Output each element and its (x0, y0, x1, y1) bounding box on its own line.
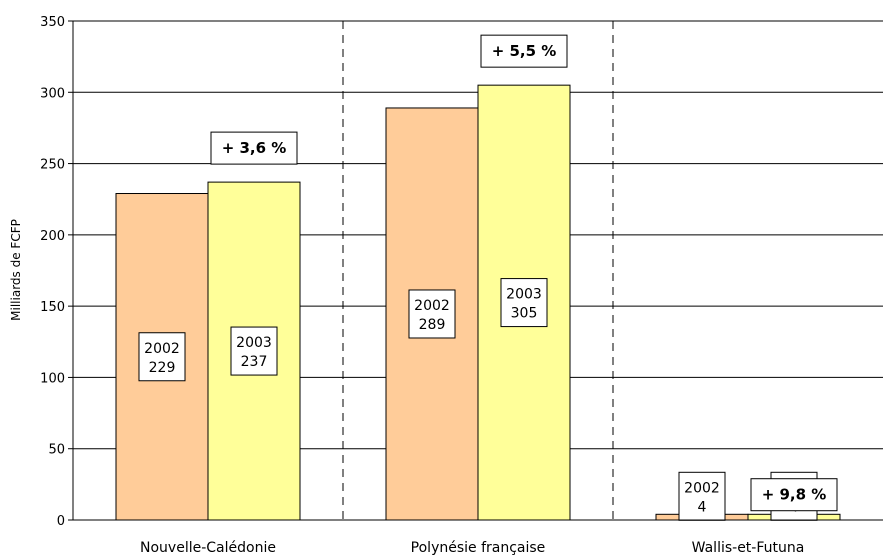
data-label-year: 2003 (236, 335, 272, 351)
data-label-year: 2002 (684, 480, 720, 496)
data-label-value: 237 (241, 354, 268, 370)
data-label-box (138, 332, 186, 382)
y-tick-label: 250 (40, 158, 65, 173)
annotations: + 3,6 % + 5,5 % + 9,8 % (210, 34, 838, 512)
y-tick-label: 350 (40, 15, 65, 30)
bars: 20022292003237200228920033052002420034 (115, 84, 841, 521)
data-label-value: 289 (419, 317, 446, 333)
data-label-year: 2002 (414, 298, 450, 314)
y-tick-label: 150 (40, 300, 65, 315)
y-tick-label: 200 (40, 229, 65, 244)
data-label-box (230, 326, 278, 376)
axes (68, 20, 883, 521)
growth-annotation: + 3,6 % (222, 139, 287, 157)
data-label-value: 4 (698, 499, 707, 515)
data-label-box (500, 278, 548, 328)
y-tick-label: 50 (48, 443, 65, 458)
growth-annotation: + 5,5 % (492, 42, 557, 60)
x-category-label: Polynésie française (411, 540, 546, 556)
data-label-value: 229 (149, 360, 176, 376)
y-tick-label: 300 (40, 86, 65, 101)
data-label-year: 2003 (506, 287, 542, 303)
growth-annotation-box (480, 34, 568, 68)
data-label-value: 305 (511, 306, 538, 322)
growth-annotation-box (750, 478, 838, 512)
data-label-box (408, 289, 456, 339)
y-axis-label: Milliards de FCFP (9, 219, 23, 321)
data-label-year: 2002 (144, 341, 180, 357)
y-tick-labels: 0 50 100 150 200 250 300 350 (40, 15, 65, 529)
growth-annotation-box (210, 131, 298, 165)
x-category-labels: Nouvelle-Calédonie Polynésie française Wal… (140, 540, 804, 556)
y-tick-label: 0 (57, 514, 65, 529)
growth-annotation: + 9,8 % (762, 486, 827, 504)
x-category-label: Nouvelle-Calédonie (140, 540, 276, 556)
data-label-box (678, 471, 726, 521)
x-category-label: Wallis-et-Futuna (692, 540, 805, 556)
y-tick-label: 100 (40, 371, 65, 386)
